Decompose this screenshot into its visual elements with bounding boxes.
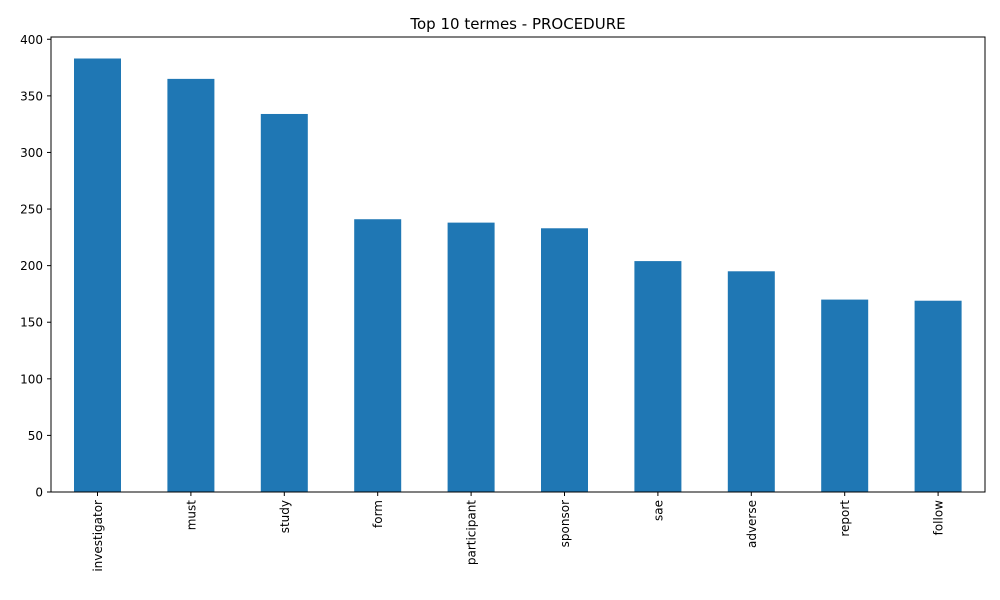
bar-report [821, 299, 869, 492]
x-tick-label: must [184, 500, 198, 531]
bar-form [354, 219, 402, 493]
x-tick-label: participant [465, 500, 479, 565]
bar-participant [447, 222, 495, 492]
y-tick-label: 50 [28, 429, 43, 443]
x-tick-label: follow [932, 500, 946, 536]
y-tick-label: 400 [20, 33, 43, 47]
bar-must [167, 78, 215, 492]
x-tick-label: study [278, 500, 292, 533]
y-axis: 0 50 100 150 200 250 300 350 400 [20, 33, 51, 500]
y-tick-label: 100 [20, 372, 43, 386]
x-tick-label: sae [651, 500, 665, 521]
chart-title: Top 10 termes - PROCEDURE [409, 15, 625, 33]
x-tick-label: report [838, 500, 852, 537]
plot-frame [50, 36, 986, 493]
bar-investigator [74, 58, 121, 492]
bar-adverse [727, 271, 775, 492]
bar-follow [914, 300, 962, 492]
y-tick-label: 250 [20, 203, 43, 217]
bar-sae [634, 261, 682, 492]
bar-sponsor [541, 228, 588, 492]
bars-layer [74, 58, 962, 493]
y-tick-label: 300 [20, 146, 43, 160]
x-tick-label: form [371, 500, 385, 528]
y-tick-label: 200 [20, 259, 43, 273]
bar-study [260, 113, 308, 492]
x-tick-label: sponsor [558, 500, 572, 547]
y-tick-label: 150 [20, 316, 43, 330]
y-tick-label: 350 [20, 89, 43, 103]
x-axis: investigator must study form participant spon… [91, 492, 946, 572]
x-tick-label: adverse [745, 500, 759, 548]
y-tick-label: 0 [35, 486, 43, 500]
x-tick-label: investigator [91, 500, 105, 572]
